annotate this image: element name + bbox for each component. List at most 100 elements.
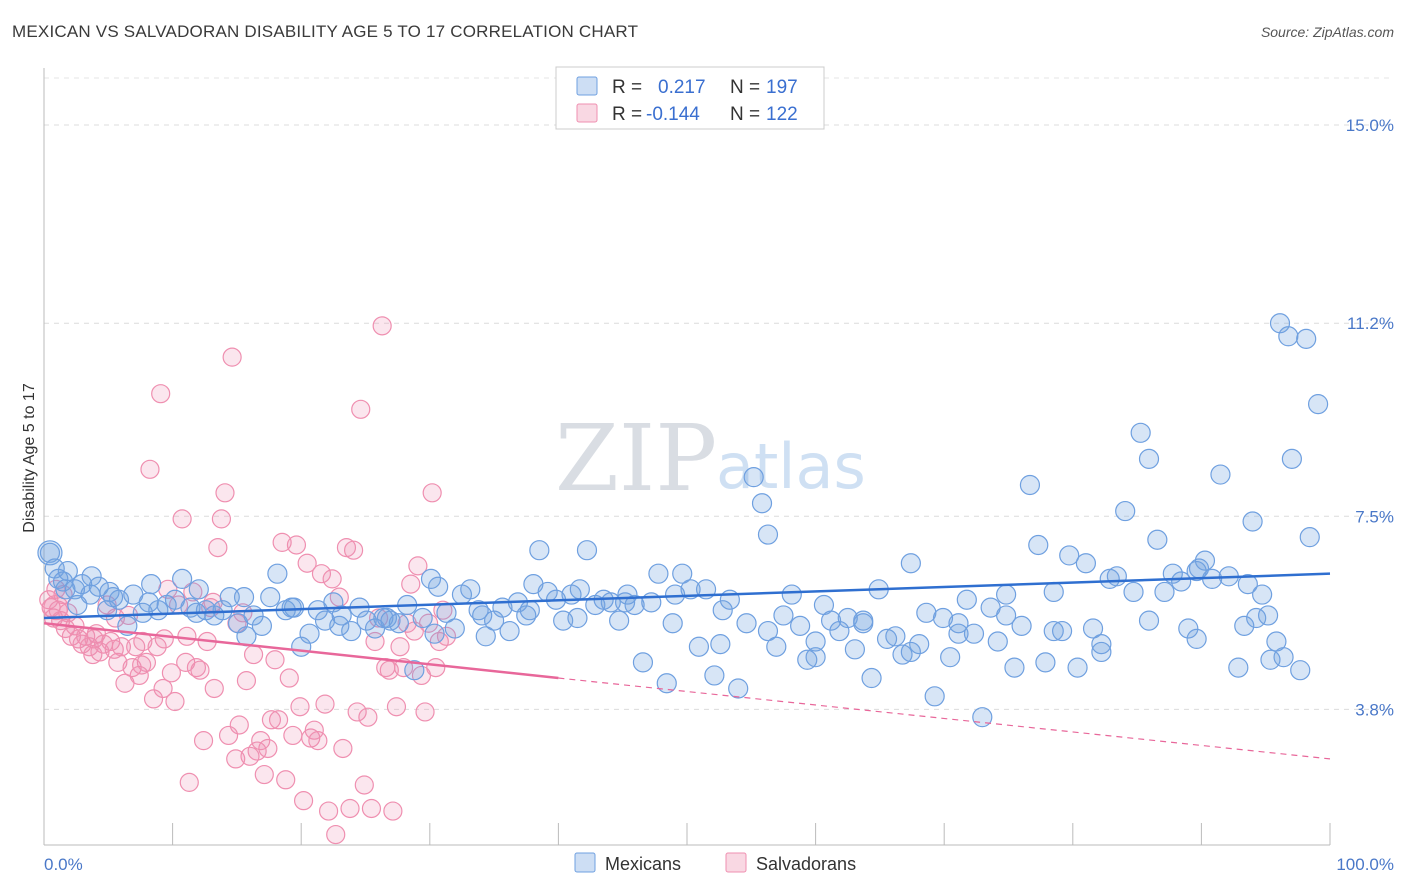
salvadoran-point-56 xyxy=(229,715,249,735)
salvadoran-point-81 xyxy=(318,801,339,821)
salvadoran-point-62 xyxy=(251,731,271,751)
mexican-point-87 xyxy=(712,600,733,621)
mexican-point-49 xyxy=(412,607,433,629)
y-tick-label-3: 15.0% xyxy=(1346,116,1394,135)
salvadoran-point-63 xyxy=(254,764,274,785)
mexican-point-184 xyxy=(1091,634,1112,655)
mexican-point-114 xyxy=(924,686,945,707)
mexican-point-130 xyxy=(1051,620,1073,642)
mexican-point-128 xyxy=(1035,652,1056,673)
mexican-point-152 xyxy=(1228,657,1249,678)
mexican-point-192 xyxy=(1242,511,1263,532)
mexican-point-153 xyxy=(1237,574,1258,595)
salvadoran-point-71 xyxy=(283,725,303,746)
mexican-point-112 xyxy=(909,634,930,655)
mexican-point-30 xyxy=(260,587,281,608)
mexican-point-175 xyxy=(662,613,683,634)
salvadoran-point-75 xyxy=(297,553,317,573)
salvadoran-point-100 xyxy=(386,697,407,717)
mexican-point-31 xyxy=(267,563,288,584)
salvadoran-point-85 xyxy=(333,738,353,759)
salvadoran-point-83 xyxy=(326,824,346,845)
mexican-point-154 xyxy=(1246,607,1267,629)
mexican-point-103 xyxy=(837,607,858,629)
mexican-point-150 xyxy=(1210,464,1231,485)
mexican-point-178 xyxy=(805,631,826,652)
x-tick-label-max: 100.0% xyxy=(1336,855,1394,874)
salvadoran-points xyxy=(39,316,457,845)
bottom-legend-swatch-salvadorans xyxy=(725,852,747,873)
mexican-point-90 xyxy=(736,613,757,634)
salvadoran-point-113 xyxy=(433,600,453,620)
y-tick-label-1: 7.5% xyxy=(1355,507,1394,526)
mexican-point-109 xyxy=(885,626,906,647)
mexican-point-167 xyxy=(281,597,302,618)
mexican-point-48 xyxy=(404,660,425,681)
mexican-point-169 xyxy=(376,607,398,629)
mexican-point-156 xyxy=(1257,605,1279,626)
mexican-point-42 xyxy=(356,610,377,631)
mexican-points xyxy=(37,313,1329,728)
salvadoran-point-74 xyxy=(293,791,314,811)
mexican-point-55 xyxy=(460,579,481,600)
bottom-legend-label-mexicans: Mexicans xyxy=(605,854,681,874)
mexican-point-45 xyxy=(380,610,401,631)
mexican-point-129 xyxy=(1043,581,1064,603)
y-tick-label-0: 3.8% xyxy=(1355,700,1394,719)
mexican-point-195 xyxy=(67,594,88,616)
salvadoran-point-73 xyxy=(290,697,310,717)
mexican-point-123 xyxy=(996,584,1017,605)
salvadoran-point-55 xyxy=(226,749,246,769)
watermark-atlas: atlas xyxy=(716,430,866,503)
mexican-point-170 xyxy=(424,623,445,644)
mexican-point-97 xyxy=(790,615,811,636)
mexican-point-70 xyxy=(576,540,598,561)
mexican-point-99 xyxy=(805,647,826,668)
salvadoran-point-51 xyxy=(211,509,232,529)
mexican-point-108 xyxy=(876,628,898,650)
salvadoran-point-67 xyxy=(268,710,289,730)
salvadoran-point-78 xyxy=(308,731,328,751)
legend-swatch-mexicans xyxy=(576,76,598,96)
salvadoran-point-22 xyxy=(108,652,128,672)
legend-r-value-mexicans: 0.217 xyxy=(658,77,706,98)
chart-title: MEXICAN VS SALVADORAN DISABILITY AGE 5 T… xyxy=(12,22,639,41)
mexican-point-51 xyxy=(428,576,449,597)
mexican-point-132 xyxy=(1067,657,1088,678)
x-tick-label-min: 0.0% xyxy=(44,855,83,874)
mexican-point-186 xyxy=(1186,628,1207,650)
mexican-point-189 xyxy=(1296,328,1317,349)
salvadoran-point-111 xyxy=(426,657,446,678)
axes xyxy=(43,68,1331,846)
mexican-point-94 xyxy=(766,636,787,657)
salvadoran-point-43 xyxy=(183,582,203,602)
salvadoran-point-35 xyxy=(154,629,174,649)
bottom-legend: Mexicans Salvadorans xyxy=(574,852,856,874)
mexican-point-140 xyxy=(1130,422,1151,443)
mexican-point-138 xyxy=(1115,500,1136,522)
salvadoran-point-45 xyxy=(190,660,210,680)
mexican-point-95 xyxy=(773,605,794,626)
legend-n-value-mexicans: 197 xyxy=(766,77,798,98)
legend-n-label-salvadorans: N = xyxy=(730,104,760,125)
mexican-point-91 xyxy=(743,467,764,488)
mexican-point-117 xyxy=(948,613,969,634)
mexican-point-115 xyxy=(932,607,954,629)
mexican-point-124 xyxy=(1004,657,1025,678)
mexican-point-173 xyxy=(567,607,588,629)
mexican-point-93 xyxy=(757,524,779,545)
mexican-point-101 xyxy=(820,610,842,631)
mexican-point-166 xyxy=(233,587,255,608)
mexican-point-large-0 xyxy=(37,540,63,566)
legend: R = 0.217 N = 197 R = -0.144 N = 122 xyxy=(555,66,825,130)
salvadoran-point-80 xyxy=(315,694,335,714)
mexican-point-176 xyxy=(710,634,731,655)
mexican-point-25 xyxy=(219,587,240,608)
mexican-point-21 xyxy=(188,579,209,600)
salvadoran-point-72 xyxy=(286,535,307,555)
mexican-point-188 xyxy=(1260,649,1281,670)
legend-r-label-mexicans: R = xyxy=(612,77,642,98)
mexican-point-89 xyxy=(728,678,749,699)
salvadoran-point-64 xyxy=(258,738,278,759)
mexican-point-177 xyxy=(757,620,779,642)
